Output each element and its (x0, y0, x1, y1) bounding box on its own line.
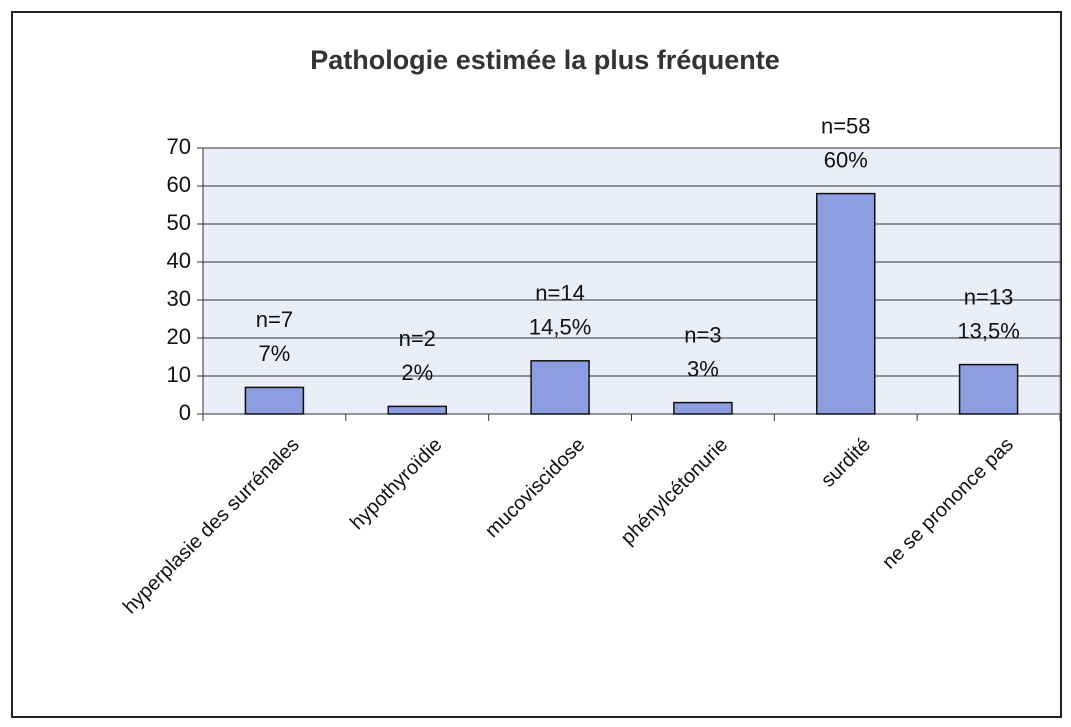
chart-title: Pathologie estimée la plus fréquente (310, 45, 780, 75)
bar (816, 192, 876, 415)
y-tick-label: 60 (167, 172, 191, 197)
bar (387, 405, 447, 415)
data-label: n=2 (399, 326, 436, 351)
bar (244, 386, 305, 415)
y-tick-label: 0 (179, 400, 191, 425)
y-tick-label: 10 (167, 362, 191, 387)
y-tick-label: 20 (167, 324, 191, 349)
percentage-label: 2% (401, 360, 433, 385)
percentage-label: 7% (259, 341, 291, 366)
percentage-label: 13,5% (957, 318, 1019, 343)
bar (673, 401, 733, 415)
plot-area (202, 147, 1061, 415)
y-tick-label: 70 (167, 134, 191, 159)
percentage-label: 60% (824, 147, 868, 172)
y-tick-label: 40 (167, 248, 191, 273)
data-label: n=7 (256, 307, 293, 332)
y-tick-label: 30 (167, 286, 191, 311)
bar (958, 363, 1019, 415)
data-label: n=3 (684, 322, 721, 347)
bar (530, 360, 590, 415)
data-label: n=14 (535, 281, 585, 306)
data-label: n=58 (821, 113, 871, 138)
y-tick-label: 50 (167, 210, 191, 235)
percentage-label: 3% (687, 356, 719, 381)
data-label: n=13 (964, 284, 1014, 309)
percentage-label: 14,5% (529, 315, 591, 340)
